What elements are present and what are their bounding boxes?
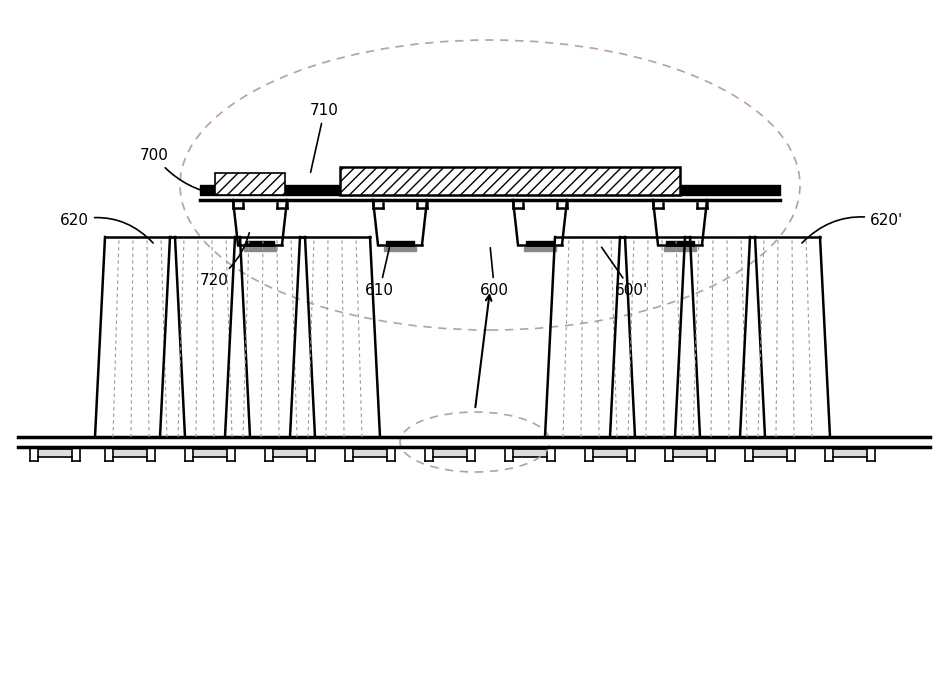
Bar [353, 449, 387, 457]
Bar [340, 167, 680, 195]
Text: 600': 600' [602, 247, 649, 298]
Text: 720: 720 [200, 233, 249, 288]
Bar [215, 173, 285, 195]
Bar [513, 449, 547, 457]
Text: 700: 700 [140, 148, 217, 195]
Bar [433, 449, 467, 457]
Bar [753, 449, 787, 457]
Bar [673, 449, 707, 457]
Text: 620': 620' [802, 213, 903, 243]
Text: 610: 610 [365, 248, 394, 298]
Bar [113, 449, 147, 457]
Bar [833, 449, 867, 457]
Text: 710: 710 [310, 103, 339, 173]
Bar [38, 449, 72, 457]
Bar [273, 449, 307, 457]
Bar [593, 449, 627, 457]
Text: 620: 620 [60, 213, 153, 243]
Text: 600: 600 [480, 248, 509, 298]
Bar [193, 449, 227, 457]
